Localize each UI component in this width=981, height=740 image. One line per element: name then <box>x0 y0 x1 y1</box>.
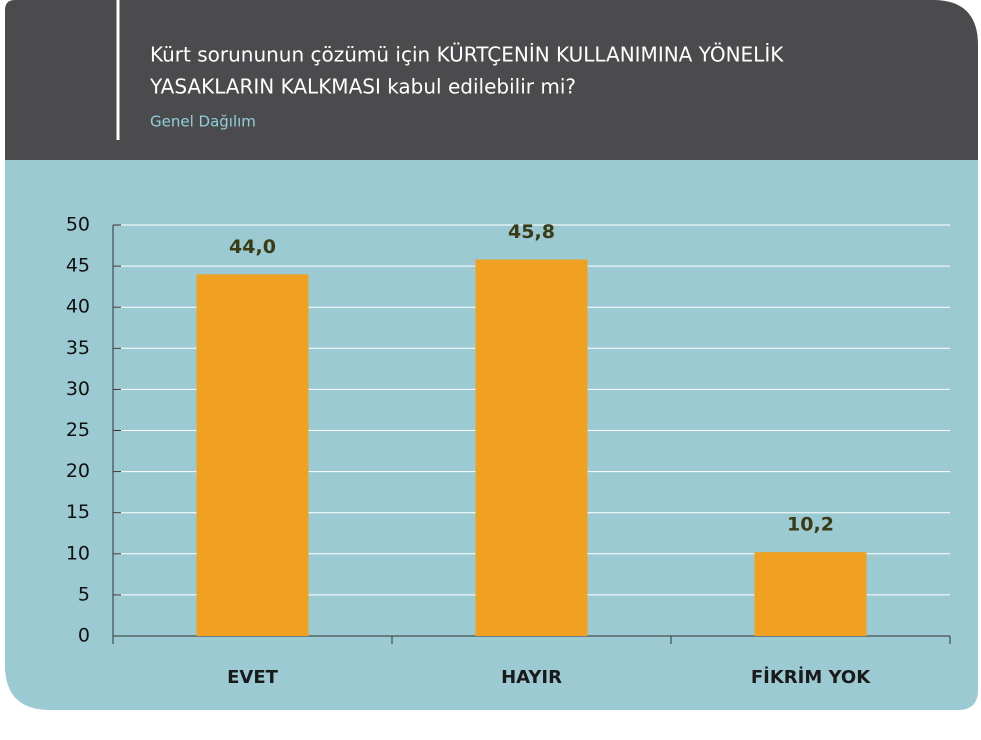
value-label: 44,0 <box>229 236 276 258</box>
x-tick-label: FİKRİM YOK <box>751 666 871 688</box>
y-tick-label: 30 <box>66 378 90 400</box>
value-label: 10,2 <box>787 514 834 536</box>
x-tick-label: HAYIR <box>501 667 562 688</box>
y-tick-label: 5 <box>78 583 90 605</box>
chart-title: YASAKLARIN KALKMASI kabul edilebilir mi? <box>149 75 576 99</box>
y-tick-label: 0 <box>78 625 90 647</box>
y-tick-label: 35 <box>66 337 90 359</box>
value-label: 45,8 <box>508 221 555 243</box>
y-tick-label: 10 <box>66 542 90 564</box>
chart-title: Kürt sorununun çözümü için KÜRTÇENİN KUL… <box>150 43 784 67</box>
panel-header <box>5 0 978 160</box>
y-tick-label: 50 <box>66 214 90 236</box>
y-tick-label: 45 <box>66 255 90 277</box>
y-tick-label: 40 <box>66 296 90 318</box>
bar <box>754 552 867 636</box>
x-tick-label: EVET <box>227 667 279 688</box>
y-tick-label: 15 <box>66 501 90 523</box>
chart-subtitle: Genel Dağılım <box>150 113 256 131</box>
y-tick-label: 20 <box>66 460 90 482</box>
bar <box>196 274 309 636</box>
bar <box>475 259 588 636</box>
y-tick-label: 25 <box>66 419 90 441</box>
